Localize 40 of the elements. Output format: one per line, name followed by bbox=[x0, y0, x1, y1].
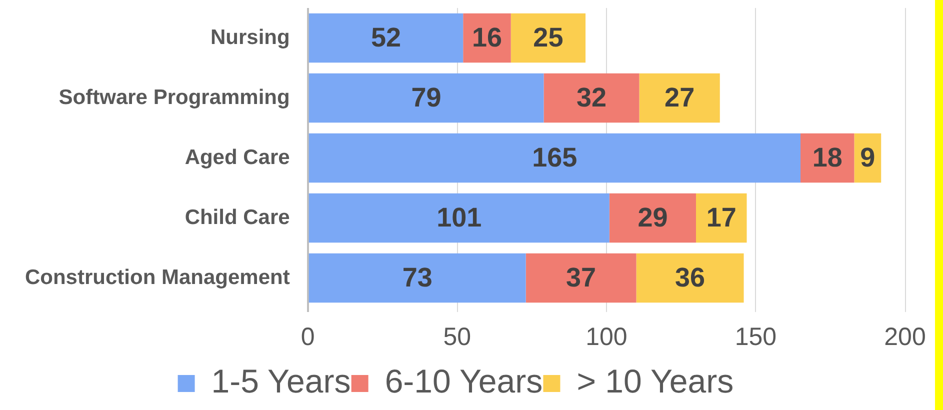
data-label: 36 bbox=[675, 262, 706, 292]
data-label: 37 bbox=[566, 262, 596, 292]
bar bbox=[544, 73, 640, 123]
y-tick-label: Nursing bbox=[210, 26, 290, 49]
y-tick-label: Child Care bbox=[184, 206, 290, 229]
legend-label: 6-10 Years bbox=[384, 362, 543, 400]
data-label: 18 bbox=[812, 142, 842, 172]
x-tick-label: 50 bbox=[443, 322, 472, 351]
y-tick-label: Software Programming bbox=[58, 86, 290, 109]
data-label: 17 bbox=[706, 202, 736, 232]
bar bbox=[308, 13, 464, 63]
bar bbox=[308, 253, 526, 303]
bar bbox=[308, 133, 800, 183]
legend-label: 1-5 Years bbox=[211, 362, 351, 400]
bar bbox=[308, 193, 610, 243]
data-label: 101 bbox=[436, 202, 482, 232]
bar bbox=[510, 13, 586, 63]
legend-label: > 10 Years bbox=[576, 362, 734, 400]
data-label: 25 bbox=[533, 22, 564, 52]
x-tick-label: 100 bbox=[586, 322, 628, 351]
bar bbox=[696, 193, 747, 243]
data-label: 27 bbox=[664, 82, 695, 112]
data-label: 165 bbox=[532, 142, 578, 172]
bar bbox=[609, 193, 696, 243]
data-label: 9 bbox=[860, 142, 876, 172]
data-label: 32 bbox=[576, 82, 607, 112]
bar bbox=[639, 73, 720, 123]
data-label: 73 bbox=[402, 262, 432, 292]
data-label: 29 bbox=[638, 202, 668, 232]
x-tick-label: 0 bbox=[300, 322, 315, 351]
bar bbox=[636, 253, 744, 303]
x-tick-label: 200 bbox=[884, 322, 926, 351]
data-label: 52 bbox=[370, 22, 401, 52]
data-label: 79 bbox=[411, 82, 442, 112]
x-tick-label: 150 bbox=[734, 322, 777, 351]
bar bbox=[526, 253, 636, 303]
bar bbox=[308, 73, 544, 123]
y-tick-label: Construction Management bbox=[24, 266, 290, 289]
y-tick-label: Aged Care bbox=[184, 146, 290, 169]
data-label: 16 bbox=[472, 22, 502, 52]
